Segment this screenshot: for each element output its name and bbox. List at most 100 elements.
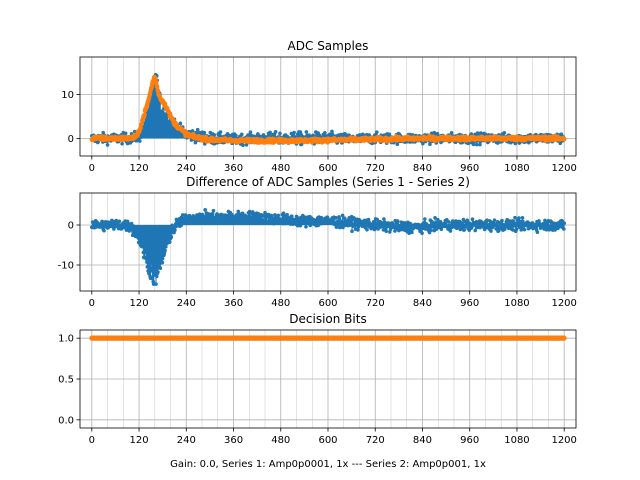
adc-samples-point xyxy=(202,130,207,135)
difference-series-1 xyxy=(90,208,566,286)
difference-point xyxy=(169,234,174,239)
adc-samples-x-tick-label: 600 xyxy=(318,163,337,174)
adc-samples-point xyxy=(123,131,128,136)
adc-samples-x-tick-label: 360 xyxy=(224,163,243,174)
difference-point xyxy=(119,227,124,231)
adc-samples-point xyxy=(138,139,142,143)
difference-x-tick-label: 240 xyxy=(177,298,196,309)
difference-x-tick-label: 720 xyxy=(366,298,385,309)
difference-point xyxy=(154,274,159,279)
difference-x-tick-label: 840 xyxy=(413,298,432,309)
difference-point xyxy=(173,228,177,232)
adc-samples-point xyxy=(195,127,200,132)
difference-axes: Difference of ADC Samples (Series 1 - Se… xyxy=(58,175,577,309)
adc-samples-point xyxy=(212,133,217,137)
adc-samples-point xyxy=(471,142,476,147)
adc-samples-axes: ADC Samples 0 120 240 360 480 600 720 840 960 108… xyxy=(61,39,577,174)
adc-samples-point xyxy=(154,84,160,89)
difference-point xyxy=(289,214,294,218)
adc-samples-point xyxy=(478,142,482,147)
difference-x-tick-label: 0 xyxy=(89,298,95,309)
adc-samples-point xyxy=(502,131,507,135)
adc-samples-x-tick-label: 240 xyxy=(177,163,196,174)
difference-y-tick-label: -10 xyxy=(58,261,74,272)
difference-x-tick-label: 360 xyxy=(224,298,243,309)
adc-samples-point xyxy=(120,141,124,146)
adc-samples-x-tick-label: 840 xyxy=(413,163,432,174)
adc-samples-point xyxy=(387,132,392,137)
adc-samples-point xyxy=(421,141,425,146)
adc-samples-point xyxy=(218,130,223,134)
adc-samples-x-tick-label: 1080 xyxy=(504,163,529,174)
adc-samples-x-tick-label: 960 xyxy=(460,163,479,174)
difference-x-tick-label: 1200 xyxy=(551,298,576,309)
difference-point xyxy=(230,213,234,217)
difference-point xyxy=(160,260,165,265)
difference-title: Difference of ADC Samples (Series 1 - Se… xyxy=(186,175,470,189)
difference-x-tick-label: 1080 xyxy=(504,298,529,309)
adc-samples-frame xyxy=(79,56,577,157)
adc-samples-point xyxy=(248,130,253,135)
adc-samples-point xyxy=(304,130,309,134)
adc-samples-x-tick-label: 0 xyxy=(89,163,95,174)
difference-point xyxy=(129,221,134,226)
difference-point xyxy=(114,218,119,223)
adc-samples-point xyxy=(139,121,145,126)
difference-point xyxy=(117,219,122,224)
adc-samples-point xyxy=(475,142,479,147)
difference-point xyxy=(304,224,308,229)
difference-point xyxy=(167,240,172,244)
difference-point xyxy=(319,215,324,220)
difference-point xyxy=(334,216,338,220)
adc-samples-x-tick-label: 480 xyxy=(271,163,290,174)
adc-samples-point xyxy=(286,135,290,139)
adc-samples-x-tick-label: 720 xyxy=(366,163,385,174)
difference-point xyxy=(203,208,207,212)
adc-samples-point xyxy=(142,112,147,117)
adc-samples-point xyxy=(395,142,400,146)
adc-samples-y-tick-label: 0 xyxy=(68,134,74,145)
adc-samples-point xyxy=(239,132,244,137)
difference-point xyxy=(154,282,158,286)
difference-point xyxy=(276,213,281,218)
difference-point xyxy=(281,211,286,215)
adc-samples-point xyxy=(559,132,564,137)
difference-point xyxy=(127,222,131,226)
difference-point xyxy=(102,228,106,233)
adc-samples-point xyxy=(273,130,278,134)
adc-samples-point xyxy=(561,136,567,142)
adc-samples-point xyxy=(244,143,249,147)
difference-point xyxy=(164,245,168,249)
adc-samples-x-tick-label: 1200 xyxy=(551,163,576,174)
adc-samples-point xyxy=(178,121,183,126)
difference-point xyxy=(247,209,252,214)
difference-x-tick-label: 120 xyxy=(130,298,149,309)
adc-samples-x-tick-label: 120 xyxy=(130,163,149,174)
adc-samples-point xyxy=(189,138,194,142)
difference-x-tick-label: 960 xyxy=(460,298,479,309)
difference-x-tick-label: 480 xyxy=(271,298,290,309)
adc-samples-point xyxy=(449,131,454,135)
adc-samples-point xyxy=(375,130,379,134)
difference-point xyxy=(163,248,167,253)
adc-samples-point xyxy=(234,133,238,138)
difference-point xyxy=(158,266,163,270)
difference-point xyxy=(156,270,160,274)
adc-samples-point xyxy=(241,143,245,147)
difference-x-tick-label: 600 xyxy=(318,298,337,309)
difference-point xyxy=(180,213,185,217)
difference-point xyxy=(211,208,216,213)
difference-point xyxy=(160,256,165,261)
adc-samples-series-2 xyxy=(89,74,567,145)
adc-samples-title: ADC Samples xyxy=(288,39,369,53)
adc-samples-point xyxy=(323,130,327,135)
adc-samples-point xyxy=(435,131,440,136)
adc-samples-point xyxy=(292,130,296,135)
adc-samples-point xyxy=(105,143,110,147)
adc-samples-point xyxy=(278,131,282,136)
difference-y-tick-label: 0 xyxy=(68,221,74,232)
difference-point xyxy=(337,216,342,221)
adc-samples-y-tick-label: 10 xyxy=(61,90,74,101)
